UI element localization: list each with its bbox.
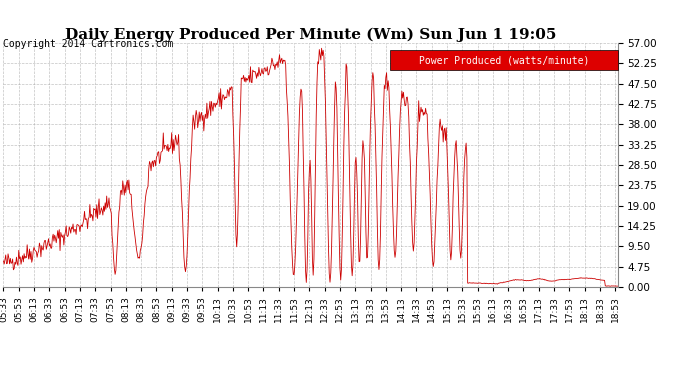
Text: Copyright 2014 Cartronics.com: Copyright 2014 Cartronics.com: [3, 39, 174, 50]
Title: Daily Energy Produced Per Minute (Wm) Sun Jun 1 19:05: Daily Energy Produced Per Minute (Wm) Su…: [65, 28, 556, 42]
Text: Power Produced (watts/minute): Power Produced (watts/minute): [419, 55, 589, 65]
FancyBboxPatch shape: [391, 51, 618, 70]
